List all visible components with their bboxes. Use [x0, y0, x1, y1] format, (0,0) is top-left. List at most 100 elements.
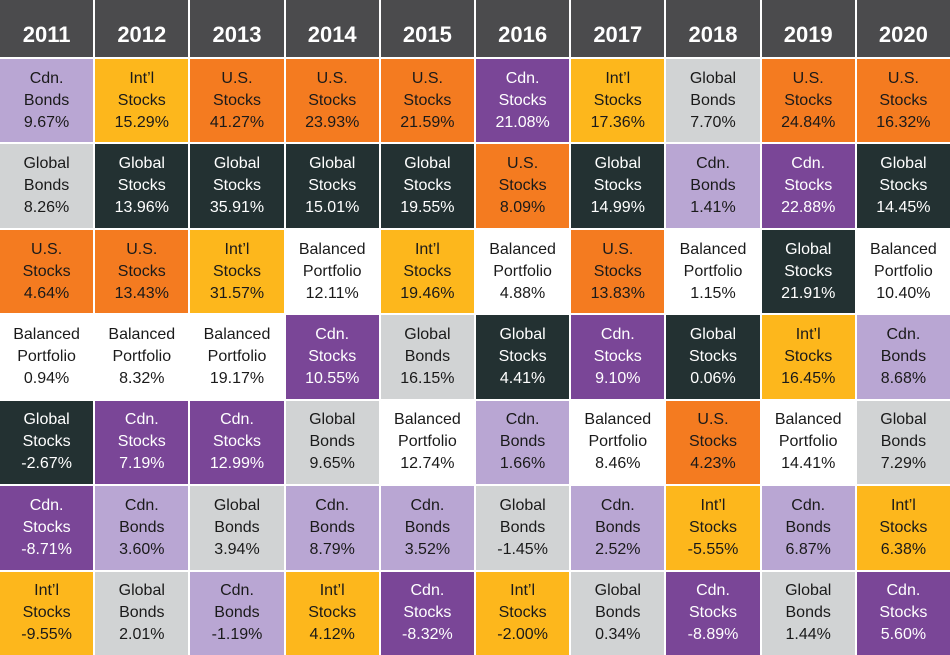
- asset-label-line2: Stocks: [879, 518, 928, 536]
- return-value: 21.08%: [495, 113, 550, 131]
- asset-label-line1: Balanced: [203, 325, 271, 343]
- asset-label-line2: Portfolio: [778, 433, 838, 451]
- year-header-2020: 2020: [856, 0, 950, 57]
- return-value: -2.67%: [21, 455, 72, 473]
- return-cell: Cdn. Stocks 10.55%: [285, 315, 379, 399]
- asset-label-line1: U.S.: [316, 69, 348, 87]
- asset-label-line2: Bonds: [214, 518, 260, 536]
- asset-label-line2: Bonds: [880, 347, 927, 365]
- return-value: 14.45%: [876, 199, 931, 217]
- asset-label-line2: Stocks: [688, 604, 737, 622]
- asset-label-line2: Portfolio: [588, 433, 648, 451]
- asset-label-line2: Stocks: [117, 177, 166, 195]
- return-value: -8.71%: [21, 540, 72, 558]
- asset-label-line2: Stocks: [403, 262, 452, 280]
- return-value: 1.15%: [690, 284, 736, 302]
- return-cell: Global Stocks 14.99%: [571, 144, 665, 228]
- asset-label-line2: Stocks: [212, 262, 261, 280]
- return-cell: Global Stocks 35.91%: [190, 144, 284, 228]
- asset-label-line1: Global: [309, 155, 356, 173]
- asset-label-line1: Balanced: [489, 240, 556, 258]
- return-cell: U.S. Stocks 8.09%: [475, 144, 570, 228]
- return-value: 0.94%: [23, 369, 70, 387]
- return-value: 4.23%: [690, 455, 736, 473]
- return-value: 16.15%: [400, 369, 455, 387]
- asset-label-line1: Cdn.: [315, 325, 350, 343]
- return-value: -8.32%: [402, 626, 453, 644]
- asset-label-line1: Global: [689, 69, 737, 87]
- return-cell: Cdn. Bonds 1.66%: [475, 400, 570, 485]
- asset-label-line1: Global: [404, 155, 451, 173]
- asset-label-line2: Stocks: [117, 433, 166, 451]
- asset-label-line1: Cdn.: [505, 411, 540, 429]
- return-cell: U.S. Stocks 13.43%: [95, 229, 189, 314]
- return-value: 14.99%: [590, 199, 645, 217]
- asset-label-line1: Global: [594, 155, 641, 173]
- return-cell: Global Stocks 13.96%: [95, 144, 189, 228]
- return-value: 9.65%: [309, 455, 355, 473]
- return-cell: Global Bonds -1.45%: [475, 486, 570, 570]
- asset-label-line1: Global: [23, 155, 70, 173]
- return-cell: Cdn. Stocks -8.89%: [666, 571, 760, 655]
- asset-label-line2: Stocks: [784, 177, 833, 195]
- return-value: 16.32%: [876, 113, 931, 131]
- asset-label-line1: Cdn.: [29, 69, 64, 87]
- asset-label-line1: Global: [309, 411, 356, 429]
- asset-label-line2: Stocks: [117, 262, 166, 280]
- return-cell: Global Stocks 19.55%: [380, 144, 474, 228]
- return-cell: Balanced Portfolio 0.94%: [0, 315, 94, 399]
- return-value: -1.45%: [497, 540, 548, 558]
- asset-label-line2: Stocks: [117, 91, 166, 109]
- asset-label-line2: Stocks: [784, 262, 833, 280]
- return-cell: Global Stocks -2.67%: [0, 400, 94, 485]
- return-value: 1.44%: [785, 626, 831, 644]
- return-value: 8.09%: [499, 199, 546, 217]
- asset-label-line2: Stocks: [498, 177, 547, 195]
- year-header-2018: 2018: [666, 0, 760, 57]
- return-value: 3.94%: [214, 540, 260, 558]
- asset-label-line2: Stocks: [593, 262, 642, 280]
- return-value: 12.11%: [305, 284, 359, 302]
- return-cell: Global Stocks 21.91%: [761, 229, 855, 314]
- return-value: 2.01%: [119, 626, 165, 644]
- return-cell: Balanced Portfolio 8.32%: [95, 315, 189, 399]
- asset-label-line1: Global: [499, 325, 546, 343]
- asset-label-line1: Int’l: [224, 240, 250, 258]
- return-value: 10.55%: [305, 369, 360, 387]
- asset-label-line1: U.S.: [887, 69, 919, 87]
- asset-label-line1: Global: [23, 411, 70, 429]
- asset-label-line1: Global: [880, 411, 927, 429]
- asset-label-line2: Stocks: [22, 518, 71, 536]
- asset-label-line1: U.S.: [792, 69, 824, 87]
- asset-label-line1: Int’l: [319, 582, 345, 600]
- return-value: 10.40%: [876, 284, 931, 302]
- asset-label-line1: Global: [213, 496, 261, 514]
- asset-label-line2: Stocks: [308, 177, 357, 195]
- return-value: 21.59%: [400, 113, 455, 131]
- return-value: 4.12%: [309, 626, 355, 644]
- return-value: 6.38%: [880, 540, 927, 558]
- return-value: 16.45%: [781, 369, 836, 387]
- return-cell: Cdn. Bonds 6.87%: [761, 486, 855, 570]
- return-cell: Cdn. Stocks 7.19%: [95, 400, 189, 485]
- return-value: 19.55%: [400, 199, 455, 217]
- asset-label-line2: Bonds: [23, 177, 70, 195]
- return-cell: U.S. Stocks 23.93%: [285, 59, 379, 143]
- return-value: 3.52%: [404, 540, 451, 558]
- return-cell: Int’l Stocks 4.12%: [285, 571, 379, 655]
- asset-label-line2: Stocks: [212, 433, 261, 451]
- asset-label-line1: Global: [118, 155, 165, 173]
- year-header-2014: 2014: [285, 0, 379, 57]
- return-cell: Int’l Stocks 6.38%: [856, 486, 950, 570]
- asset-label-line2: Portfolio: [398, 433, 457, 451]
- return-cell: Global Stocks 0.06%: [666, 315, 760, 399]
- return-value: 7.70%: [690, 113, 736, 131]
- return-cell: Cdn. Bonds 3.52%: [380, 486, 474, 570]
- asset-label-line1: Balanced: [108, 325, 176, 343]
- return-cell: U.S. Stocks 24.84%: [761, 59, 855, 143]
- return-cell: U.S. Stocks 4.64%: [0, 229, 94, 314]
- asset-label-line2: Stocks: [308, 91, 357, 109]
- asset-label-line2: Stocks: [879, 177, 928, 195]
- return-value: 21.91%: [781, 284, 836, 302]
